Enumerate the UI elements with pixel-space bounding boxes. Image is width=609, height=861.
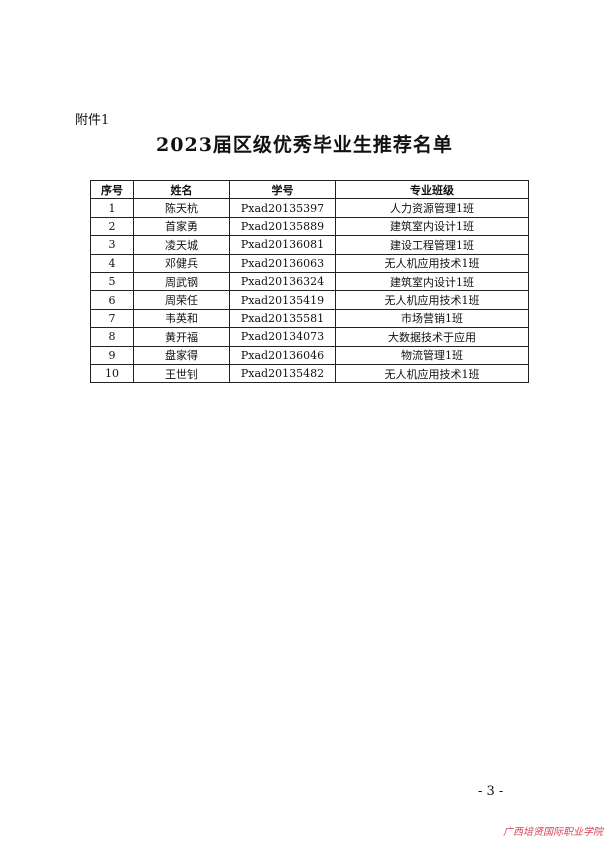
row-index: 4 <box>90 253 134 273</box>
student-name: 首家勇 <box>133 216 230 237</box>
table-row: 4 邓健兵 Pxad20136063 无人机应用技术1班 <box>90 253 529 273</box>
page-title: 2023届区级优秀毕业生推荐名单 <box>156 134 453 156</box>
student-name: 凌天城 <box>133 235 230 255</box>
student-id: Pxad20136324 <box>229 271 336 292</box>
class-name: 人力资源管理1班 <box>335 198 529 218</box>
college-watermark: 广西培贤国际职业学院 <box>503 827 603 838</box>
row-index: 1 <box>90 198 134 218</box>
table-row: 8 黄开福 Pxad20134073 大数据技术于应用 <box>90 327 529 347</box>
class-name: 无人机应用技术1班 <box>335 290 529 310</box>
row-index: 5 <box>90 271 134 292</box>
recommendation-table: 序号 姓名 学号 专业班级 1 陈天杭 Pxad20135397 人力资源管理1班 2 首… <box>90 179 529 384</box>
header-class: 专业班级 <box>335 179 529 200</box>
table-row: 5 周武钢 Pxad20136324 建筑室内设计1班 <box>90 271 529 292</box>
class-name: 物流管理1班 <box>335 345 529 365</box>
student-name: 韦英和 <box>133 308 230 329</box>
student-name: 陈天杭 <box>133 198 230 218</box>
student-name: 周荣任 <box>133 290 230 310</box>
row-index: 7 <box>90 308 134 329</box>
header-index: 序号 <box>90 179 134 200</box>
student-name: 黄开福 <box>133 327 230 347</box>
class-name: 建设工程管理1班 <box>335 235 529 255</box>
student-id: Pxad20135419 <box>229 290 336 310</box>
attachment-label: 附件1 <box>75 113 110 128</box>
table-row: 2 首家勇 Pxad20135889 建筑室内设计1班 <box>90 216 529 237</box>
student-name: 邓健兵 <box>133 253 230 273</box>
class-name: 建筑室内设计1班 <box>335 216 529 237</box>
table-row: 7 韦英和 Pxad20135581 市场营销1班 <box>90 308 529 329</box>
table-row: 9 盘家得 Pxad20136046 物流管理1班 <box>90 345 529 365</box>
student-id: Pxad20135889 <box>229 216 336 237</box>
student-id: Pxad20136081 <box>229 235 336 255</box>
row-index: 6 <box>90 290 134 310</box>
row-index: 9 <box>90 345 134 365</box>
table-row: 3 凌天城 Pxad20136081 建设工程管理1班 <box>90 235 529 255</box>
student-id: Pxad20135397 <box>229 198 336 218</box>
row-index: 2 <box>90 216 134 237</box>
student-name: 王世钊 <box>133 363 230 384</box>
student-id: Pxad20135482 <box>229 363 336 384</box>
student-id: Pxad20134073 <box>229 327 336 347</box>
class-name: 无人机应用技术1班 <box>335 253 529 273</box>
header-student-id: 学号 <box>229 179 336 200</box>
page-number: - 3 - <box>478 784 504 799</box>
class-name: 建筑室内设计1班 <box>335 271 529 292</box>
student-id: Pxad20136063 <box>229 253 336 273</box>
row-index: 10 <box>90 363 134 384</box>
student-name: 周武钢 <box>133 271 230 292</box>
class-name: 大数据技术于应用 <box>335 327 529 347</box>
student-id: Pxad20135581 <box>229 308 336 329</box>
table-row: 10 王世钊 Pxad20135482 无人机应用技术1班 <box>90 363 529 384</box>
class-name: 无人机应用技术1班 <box>335 363 529 384</box>
student-name: 盘家得 <box>133 345 230 365</box>
student-id: Pxad20136046 <box>229 345 336 365</box>
header-name: 姓名 <box>133 179 230 200</box>
row-index: 3 <box>90 235 134 255</box>
row-index: 8 <box>90 327 134 347</box>
table-header-row: 序号 姓名 学号 专业班级 <box>90 179 529 200</box>
table-row: 6 周荣任 Pxad20135419 无人机应用技术1班 <box>90 290 529 310</box>
class-name: 市场营销1班 <box>335 308 529 329</box>
table-row: 1 陈天杭 Pxad20135397 人力资源管理1班 <box>90 198 529 218</box>
